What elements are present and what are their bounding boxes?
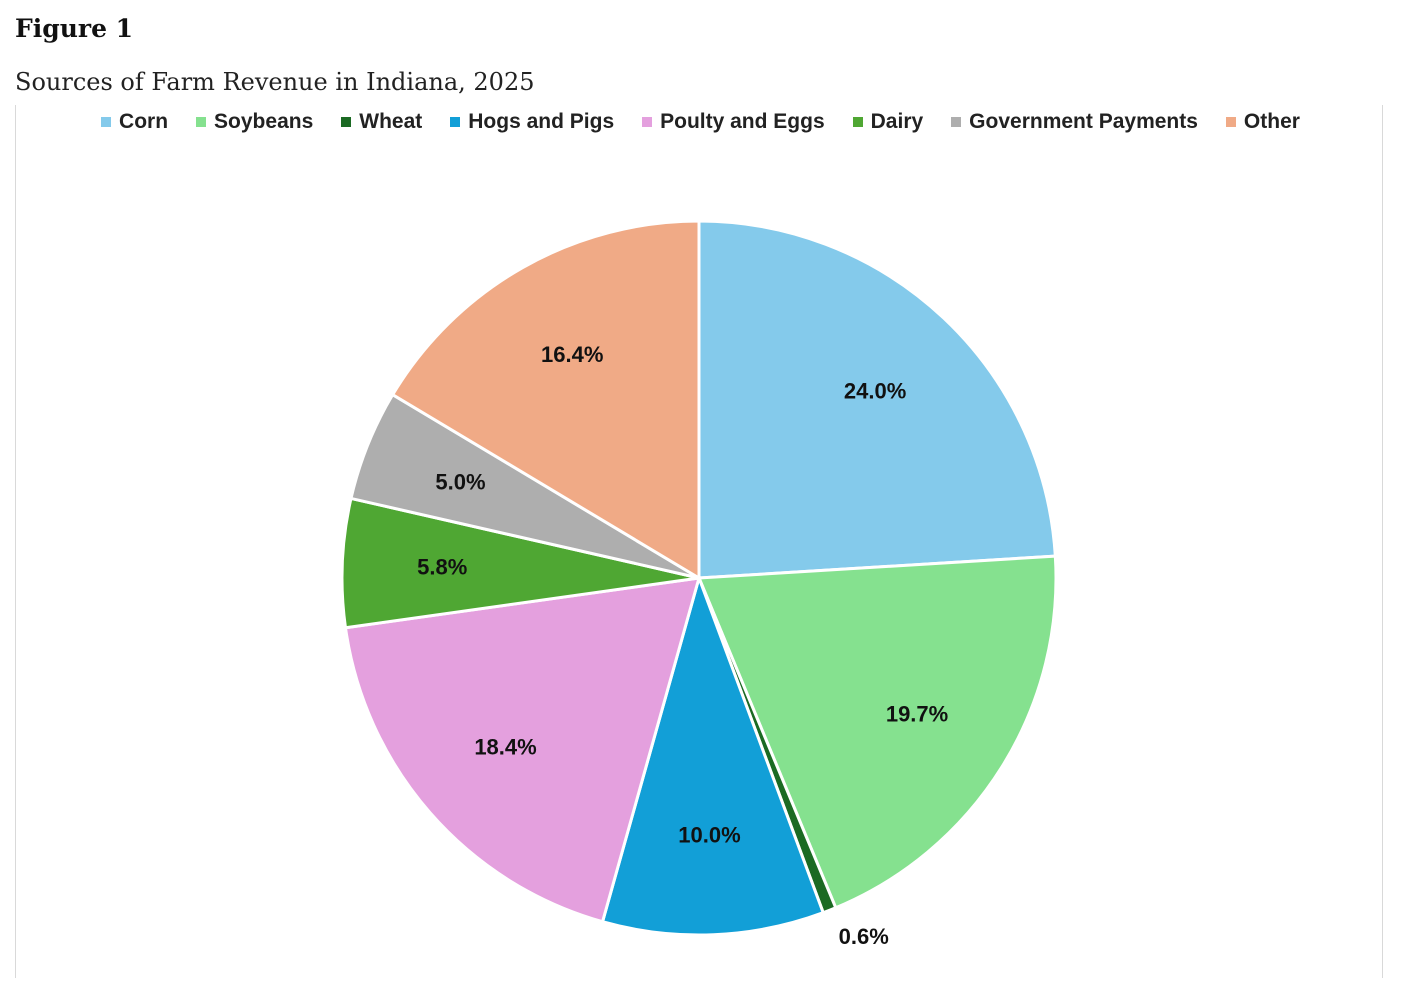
- data-label-wheat: 0.6%: [839, 924, 889, 949]
- legend-item-corn: Corn: [101, 110, 168, 134]
- legend-item-poultry-and-eggs: Poulty and Eggs: [642, 110, 825, 134]
- legend-item-dairy: Dairy: [852, 110, 924, 134]
- legend-item-government-payments: Government Payments: [951, 110, 1198, 134]
- legend-label-dairy: Dairy: [870, 110, 924, 133]
- legend-swatch-hogs-and-pigs: [450, 117, 461, 127]
- data-label-other: 16.4%: [541, 342, 603, 367]
- legend-item-hogs-and-pigs: Hogs and Pigs: [450, 110, 614, 134]
- legend-swatch-government-payments: [951, 117, 962, 127]
- legend-label-government-payments: Government Payments: [969, 110, 1198, 133]
- legend-swatch-soybeans: [196, 117, 207, 127]
- legend-swatch-other: [1225, 117, 1236, 127]
- pie-slice-corn: [697, 219, 1057, 580]
- legend-swatch-corn: [101, 117, 112, 127]
- legend-swatch-dairy: [852, 117, 863, 127]
- data-label-government-payments: 5.0%: [435, 470, 485, 495]
- chart-frame: [15, 105, 1383, 978]
- data-label-soybeans: 19.7%: [886, 702, 948, 727]
- legend-item-soybeans: Soybeans: [196, 110, 313, 134]
- chart-legend: Corn Soybeans Wheat Hogs and Pigs Poulty…: [0, 110, 1401, 134]
- legend-label-poultry-and-eggs: Poulty and Eggs: [660, 110, 825, 133]
- figure-label: Figure 1: [15, 14, 134, 43]
- data-label-dairy: 5.8%: [417, 555, 467, 580]
- pie-slice-other: [390, 219, 701, 581]
- data-label-hogs-and-pigs: 10.0%: [678, 822, 740, 847]
- legend-swatch-wheat: [341, 117, 352, 127]
- legend-label-wheat: Wheat: [359, 110, 423, 133]
- legend-swatch-poultry-and-eggs: [642, 117, 653, 127]
- legend-label-corn: Corn: [119, 110, 169, 133]
- data-label-corn: 24.0%: [844, 378, 906, 403]
- legend-item-other: Other: [1225, 110, 1300, 134]
- pie-slice-poulty-and-eggs: [343, 576, 702, 924]
- legend-label-hogs-and-pigs: Hogs and Pigs: [468, 110, 615, 133]
- legend-item-wheat: Wheat: [341, 110, 422, 134]
- pie-slice-dairy: [340, 496, 700, 630]
- pie-slice-hogs-and-pigs: [600, 573, 826, 937]
- legend-label-soybeans: Soybeans: [214, 110, 314, 133]
- data-label-poulty-and-eggs: 18.4%: [474, 735, 536, 760]
- pie-slice-soybeans: [696, 554, 1058, 910]
- legend-label-other: Other: [1243, 110, 1300, 133]
- figure-title: Sources of Farm Revenue in Indiana, 2025: [15, 68, 535, 96]
